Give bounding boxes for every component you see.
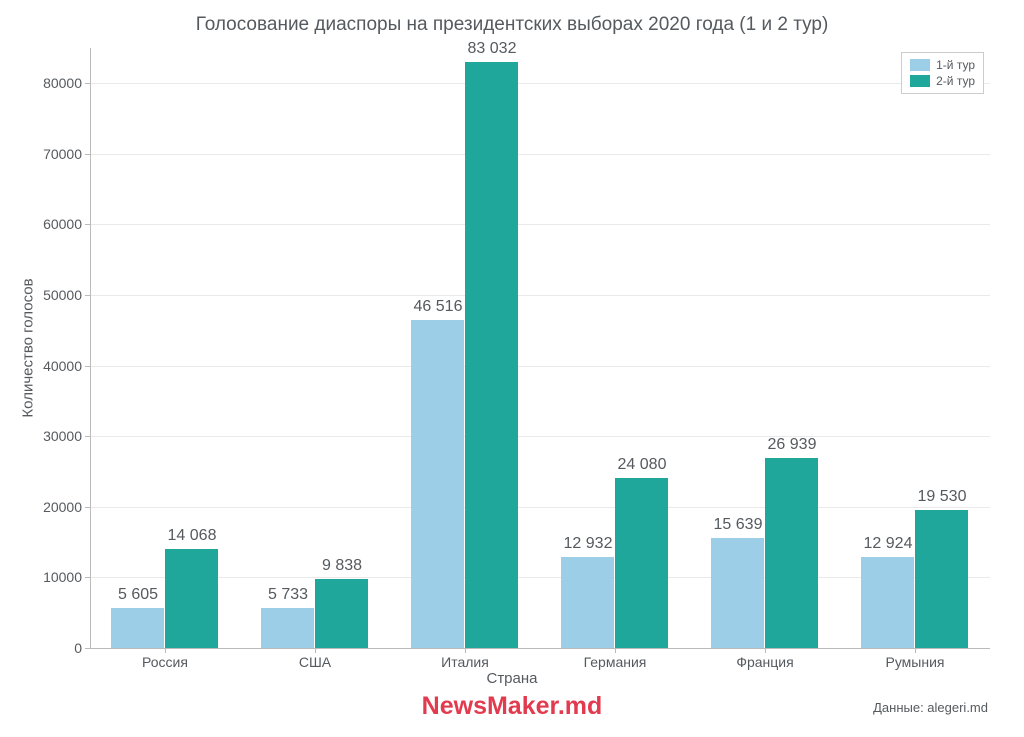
grid-line <box>90 83 990 84</box>
y-tick-label: 70000 <box>2 146 82 162</box>
y-axis-line <box>90 48 91 648</box>
x-tick-mark <box>615 648 616 653</box>
grid-line <box>90 295 990 296</box>
chart-title: Голосование диаспоры на президентских вы… <box>0 14 1024 36</box>
x-axis-line <box>90 648 990 649</box>
y-tick-label: 50000 <box>2 287 82 303</box>
bar-value-label: 12 932 <box>564 535 613 553</box>
y-tick-label: 30000 <box>2 428 82 444</box>
plot-area <box>90 48 990 648</box>
legend-swatch-2 <box>910 75 930 87</box>
bar <box>561 557 614 648</box>
y-tick-label: 20000 <box>2 499 82 515</box>
bar-value-label: 15 639 <box>714 516 763 534</box>
legend-label-2: 2-й тур <box>936 73 975 89</box>
bar-value-label: 19 530 <box>918 488 967 506</box>
chart-container: Голосование диаспоры на президентских вы… <box>0 0 1024 737</box>
y-tick-label: 80000 <box>2 75 82 91</box>
bar-value-label: 26 939 <box>768 436 817 454</box>
x-tick-label: Германия <box>584 654 647 670</box>
bar <box>411 320 464 648</box>
bar-value-label: 5 733 <box>268 586 308 604</box>
grid-line <box>90 224 990 225</box>
y-tick-label: 40000 <box>2 358 82 374</box>
grid-line <box>90 577 990 578</box>
grid-line <box>90 507 990 508</box>
bar <box>111 608 164 648</box>
x-tick-mark <box>165 648 166 653</box>
bar <box>765 458 818 648</box>
grid-line <box>90 154 990 155</box>
grid-line <box>90 366 990 367</box>
x-tick-label: США <box>299 654 331 670</box>
bar-value-label: 5 605 <box>118 586 158 604</box>
footer-source: Данные: alegeri.md <box>873 700 988 715</box>
x-tick-label: Румыния <box>885 654 944 670</box>
bar-value-label: 24 080 <box>618 456 667 474</box>
x-tick-mark <box>915 648 916 653</box>
bar <box>165 549 218 648</box>
legend: 1-й тур 2-й тур <box>901 52 984 94</box>
bar-value-label: 9 838 <box>322 557 362 575</box>
y-tick-label: 10000 <box>2 569 82 585</box>
x-axis-title: Страна <box>0 670 1024 687</box>
bar <box>915 510 968 648</box>
grid-line <box>90 436 990 437</box>
bar <box>861 557 914 648</box>
bar <box>315 579 368 648</box>
bar-value-label: 12 924 <box>864 535 913 553</box>
bar <box>711 538 764 648</box>
bar-value-label: 46 516 <box>414 298 463 316</box>
bar <box>465 62 518 648</box>
x-tick-label: Франция <box>736 654 793 670</box>
x-tick-label: Россия <box>142 654 188 670</box>
footer-brand: NewsMaker.md <box>0 692 1024 721</box>
legend-item-1: 1-й тур <box>910 57 975 73</box>
y-tick-label: 0 <box>2 640 82 656</box>
bar-value-label: 14 068 <box>168 527 217 545</box>
legend-item-2: 2-й тур <box>910 73 975 89</box>
legend-label-1: 1-й тур <box>936 57 975 73</box>
x-tick-mark <box>765 648 766 653</box>
legend-swatch-1 <box>910 59 930 71</box>
bar-value-label: 83 032 <box>468 40 517 58</box>
bar <box>615 478 668 648</box>
y-tick-label: 60000 <box>2 216 82 232</box>
x-tick-label: Италия <box>441 654 489 670</box>
x-tick-mark <box>465 648 466 653</box>
x-tick-mark <box>315 648 316 653</box>
bar <box>261 608 314 648</box>
